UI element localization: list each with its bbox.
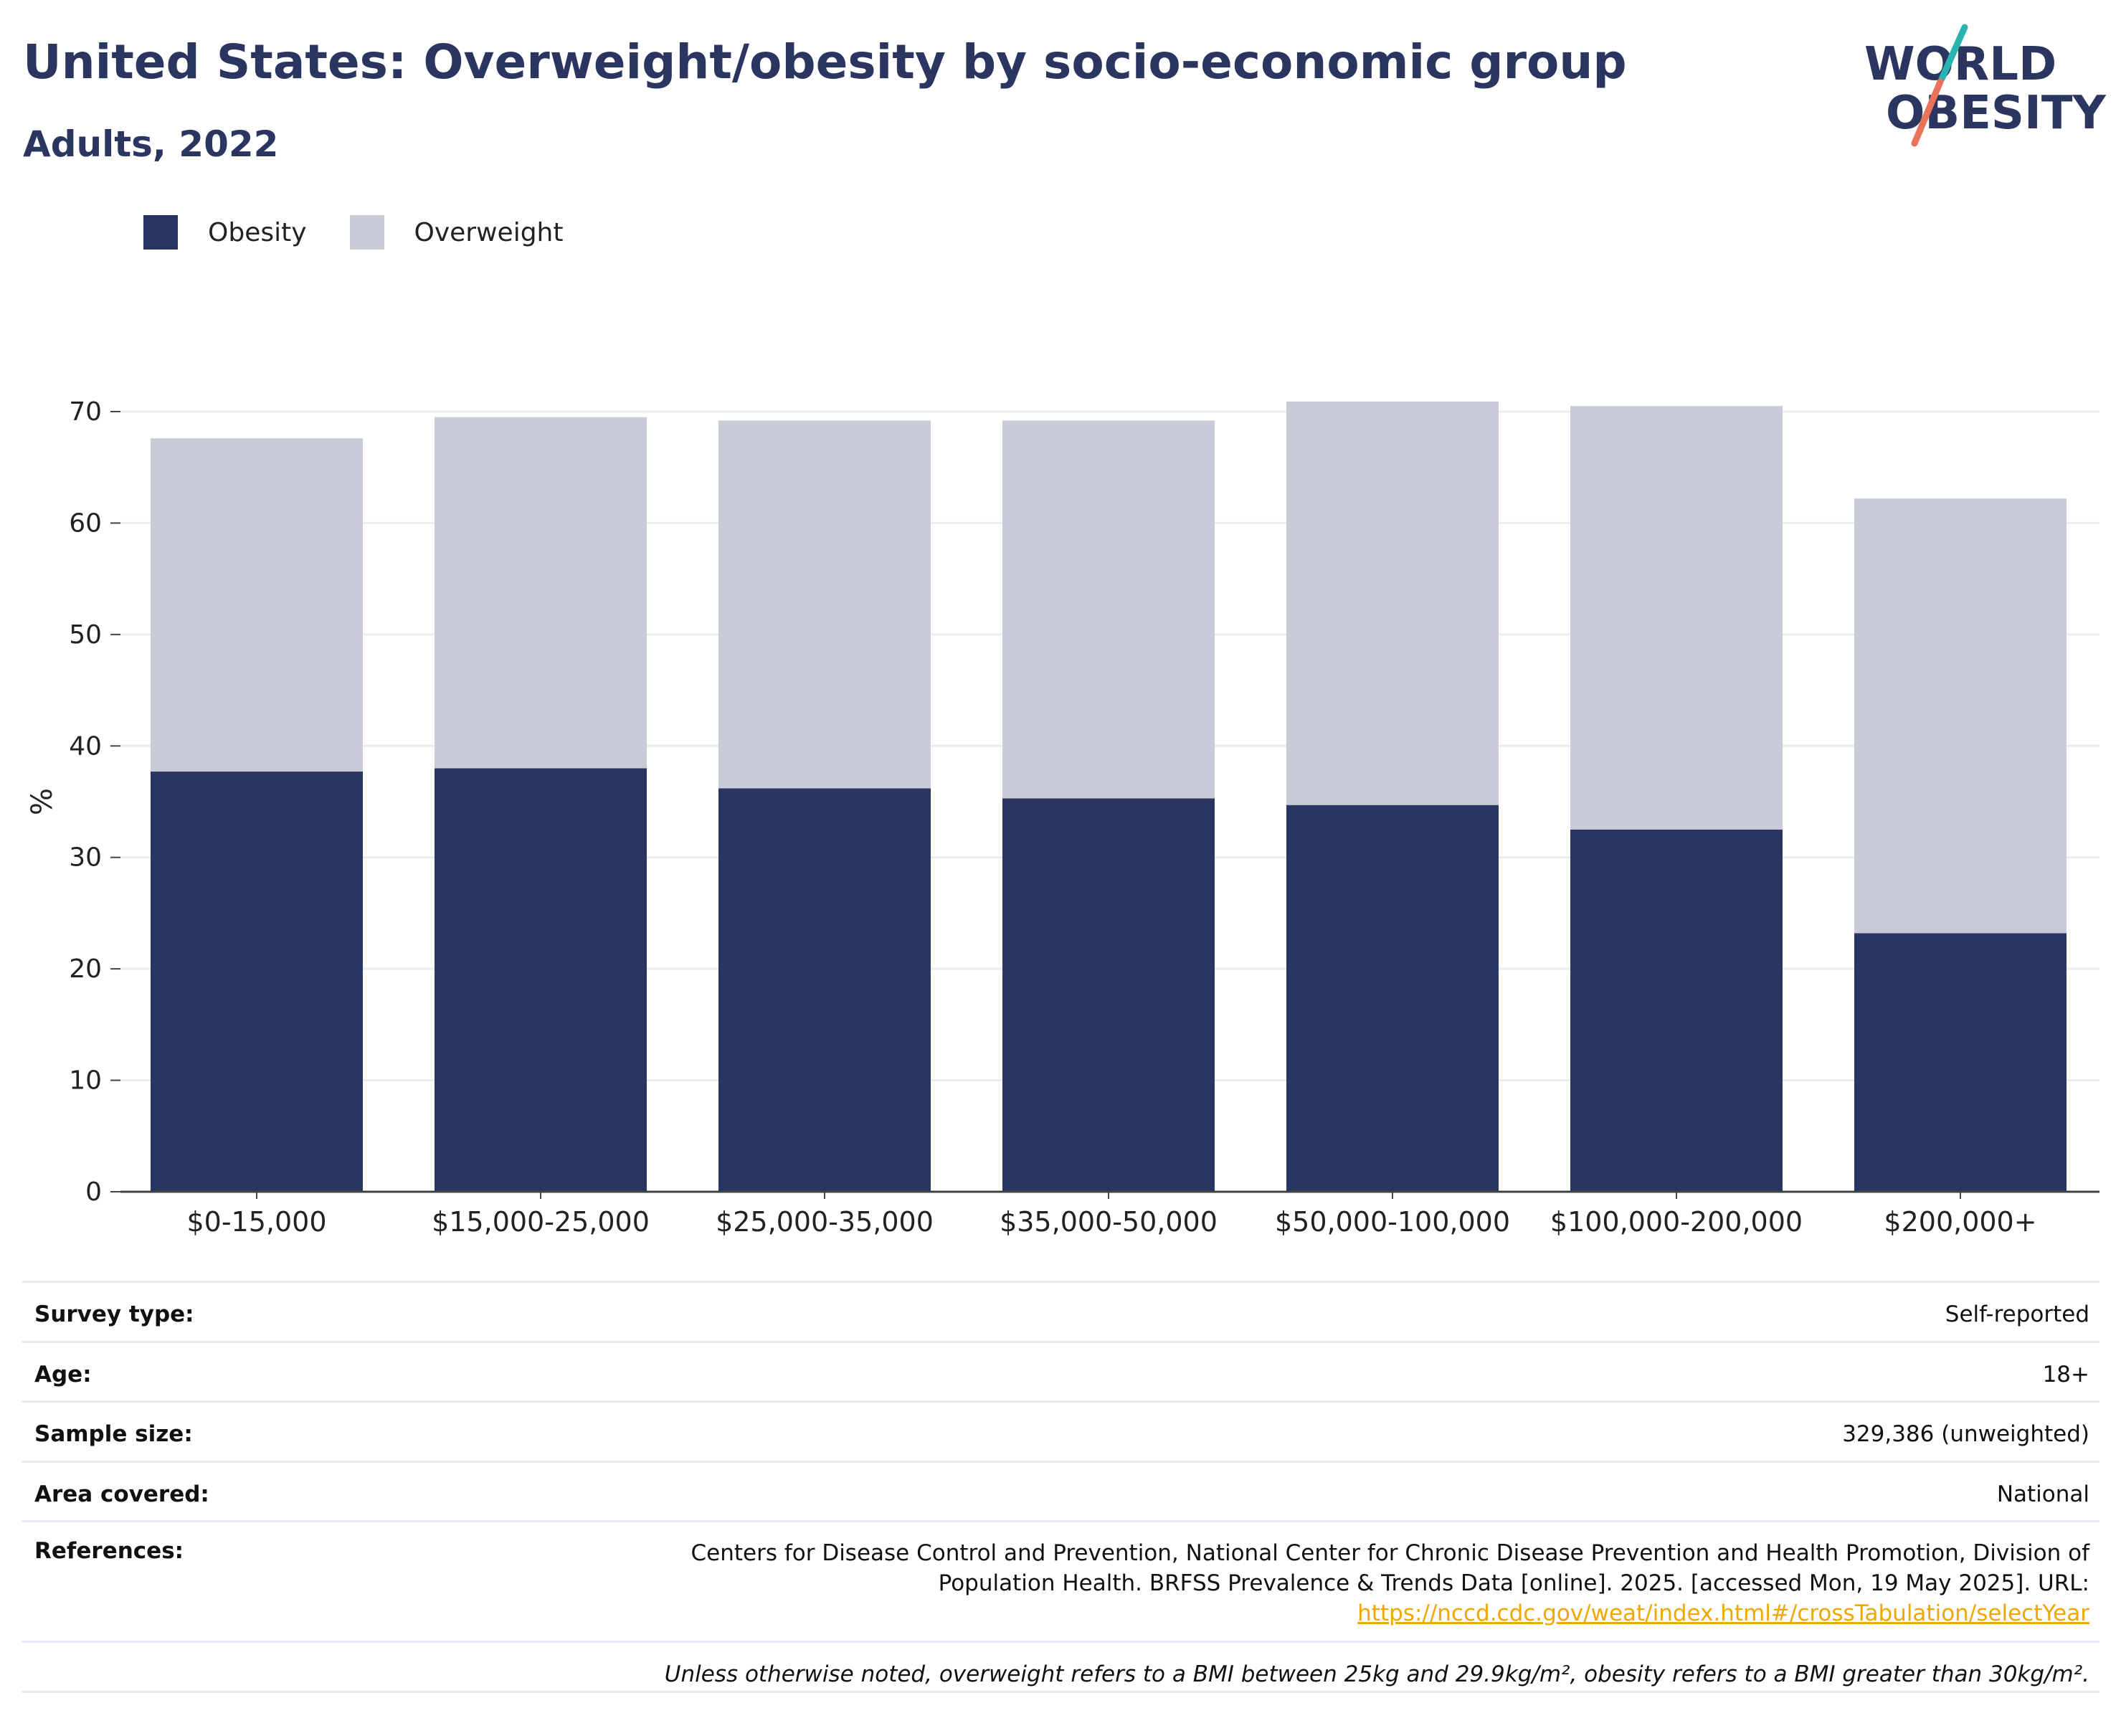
- chart-subtitle: Adults, 2022: [23, 123, 279, 165]
- world-obesity-logo: WORLD OBESITY: [1864, 22, 2108, 151]
- metadata-table: Survey type: Self-reported Age: 18+ Samp…: [22, 1281, 2099, 1693]
- x-tick-label: $50,000-100,000: [1275, 1206, 1510, 1238]
- legend-item-obesity: Obesity: [143, 215, 307, 250]
- survey-type-key: Survey type:: [34, 1301, 194, 1327]
- y-tick-label: 70: [69, 397, 102, 427]
- legend-swatch-obesity: [143, 215, 178, 250]
- meta-row-area: Area covered: National: [22, 1461, 2099, 1520]
- bar-obesity-3: [1002, 798, 1215, 1192]
- reference-line-1: Centers for Disease Control and Preventi…: [691, 1540, 2090, 1566]
- meta-row-sample-size: Sample size: 329,386 (unweighted): [22, 1400, 2099, 1461]
- bar-obesity-0: [151, 772, 363, 1192]
- meta-bottom-rule: [22, 1691, 2099, 1693]
- logo-slash-icon: [1911, 24, 1968, 147]
- y-tick-label: 20: [69, 954, 102, 984]
- x-tick-label: $0-15,000: [186, 1206, 326, 1238]
- area-key: Area covered:: [34, 1481, 209, 1507]
- survey-type-value: Self-reported: [1945, 1301, 2089, 1327]
- meta-row-age: Age: 18+: [22, 1341, 2099, 1400]
- bar-obesity-4: [1286, 805, 1499, 1192]
- meta-row-survey-type: Survey type: Self-reported: [22, 1281, 2099, 1341]
- y-tick-label: 0: [85, 1177, 102, 1207]
- legend-label-overweight: Overweight: [414, 217, 564, 247]
- x-axis-ticks: $0-15,000 $15,000-25,000 $25,000-35,000 $35…: [186, 1192, 2037, 1238]
- x-tick-label: $200,000+: [1884, 1206, 2036, 1238]
- chart-title: United States: Overweight/obesity by soc…: [23, 34, 1627, 90]
- bars: [151, 402, 2067, 1192]
- references-key: References:: [34, 1538, 184, 1564]
- x-tick-label: $15,000-25,000: [432, 1206, 650, 1238]
- bar-obesity-1: [435, 768, 647, 1192]
- x-tick-label: $35,000-50,000: [1000, 1206, 1218, 1238]
- legend-item-overweight: Overweight: [349, 215, 564, 250]
- bar-overweight-1: [435, 417, 647, 769]
- sample-size-value: 329,386 (unweighted): [1842, 1421, 2089, 1447]
- bmi-definition-note: Unless otherwise noted, overweight refer…: [664, 1661, 2089, 1687]
- age-key: Age:: [34, 1362, 92, 1388]
- bar-overweight-2: [718, 420, 931, 789]
- y-tick-label: 30: [69, 843, 102, 873]
- x-tick-label: $25,000-35,000: [716, 1206, 934, 1238]
- logo-line-1: WORLD: [1864, 38, 2057, 91]
- bar-overweight-3: [1002, 420, 1215, 799]
- bar-obesity-2: [718, 788, 931, 1192]
- bar-obesity-5: [1570, 829, 1783, 1192]
- chart-legend: Obesity Overweight: [143, 215, 606, 250]
- y-tick-label: 50: [69, 620, 102, 650]
- bar-obesity-6: [1854, 933, 2067, 1192]
- x-tick-label: $100,000-200,000: [1550, 1206, 1803, 1238]
- y-tick-label: 10: [69, 1066, 102, 1096]
- y-tick-label: 60: [69, 508, 102, 538]
- references-value: Centers for Disease Control and Preventi…: [655, 1538, 2090, 1628]
- legend-swatch-overweight: [349, 215, 384, 250]
- y-axis-label: %: [26, 788, 59, 815]
- bar-overweight-5: [1570, 406, 1783, 830]
- bar-overweight-6: [1854, 498, 2067, 934]
- meta-row-references: References: Centers for Disease Control …: [22, 1520, 2099, 1641]
- y-axis-ticks: 0 10 20 30 40 50 60 70: [69, 397, 120, 1207]
- sample-size-key: Sample size:: [34, 1421, 193, 1447]
- bar-overweight-0: [151, 438, 363, 772]
- reference-url-link[interactable]: https://nccd.cdc.gov/weat/index.html#/cr…: [1357, 1600, 2089, 1626]
- age-value: 18+: [2042, 1362, 2089, 1388]
- reference-line-2: Population Health. BRFSS Prevalence & Tr…: [938, 1570, 2089, 1596]
- legend-label-obesity: Obesity: [208, 217, 307, 247]
- meta-row-note: Unless otherwise noted, overweight refer…: [22, 1641, 2099, 1691]
- bar-overweight-4: [1286, 402, 1499, 805]
- area-value: National: [1996, 1481, 2089, 1507]
- y-tick-label: 40: [69, 731, 102, 761]
